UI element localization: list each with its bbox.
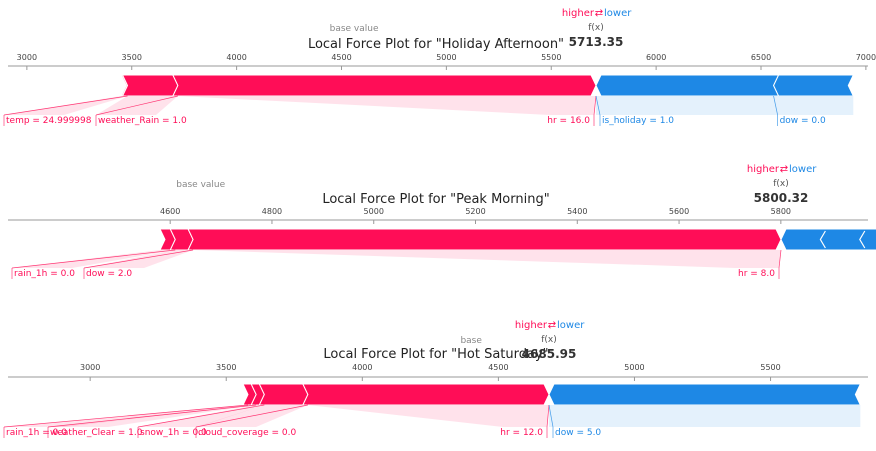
force-plot-2: Local Force Plot for "Peak Morning" 4600 4… [8,164,876,279]
legend-higher: higher [562,8,595,19]
tick-label: 5500 [760,363,780,372]
force-plot-1: Local Force Plot for "Holiday Afternoon"… [3,8,876,126]
base-value-label: base value [330,24,379,34]
negative-fan [773,96,854,115]
positive-segment [172,74,597,97]
negative-feature-label: is_holiday = 1.0 [602,116,674,126]
base-value-label: base [460,336,482,346]
label-leader-line [773,95,778,116]
positive-segment [302,383,550,406]
tick-label: 4500 [331,53,351,62]
tick-label: 3000 [80,363,100,372]
tick-label: 5800 [771,207,791,216]
positive-feature-label: weather_Rain = 1.0 [98,116,187,126]
higher-lower-legend: higher ⇄ lower [562,8,632,19]
positive-feature-label: hr = 12.0 [500,428,543,438]
tick-label: 5600 [669,207,689,216]
label-leader-line [593,95,597,116]
legend-lower: lower [789,164,817,175]
negative-feature-label: dow = 5.0 [555,428,601,438]
positive-fan [177,96,596,115]
tick-label: 4800 [262,207,282,216]
legend-arrows: ⇄ [548,320,556,331]
chart-title: Local Force Plot for "Hot Saturday" [323,347,548,362]
force-plot-3: Local Force Plot for "Hot Saturday" 3000 3… [3,320,868,438]
positive-feature-label: weather_Clear = 1.0 [50,428,143,438]
fx-value: 5800.32 [754,191,809,205]
positive-feature-label: snow_1h = 0.0 [140,428,207,438]
positive-fan [307,405,549,427]
label-leader-line [3,404,249,428]
label-leader-line [595,95,601,116]
negative-chevron [819,230,826,249]
base-value-label: base value [176,180,225,190]
tick-label: 5000 [364,207,384,216]
tick-label: 5000 [436,53,456,62]
positive-segment [187,228,782,251]
fx-label: f(x) [588,23,604,33]
negative-chevron [859,230,866,249]
negative-segment [780,228,876,251]
tick-label: 4500 [488,363,508,372]
negative-segment [548,383,862,406]
label-leader-line [11,249,176,269]
positive-feature-label: hr = 16.0 [547,116,590,126]
positive-segment [121,74,179,97]
tick-label: 4600 [160,207,180,216]
positive-feature-label: cloud_coverage = 0.0 [198,428,297,438]
tick-label: 4000 [226,53,246,62]
legend-higher: higher [747,164,780,175]
label-leader-line [546,404,550,428]
tick-label: 5500 [541,53,561,62]
label-leader-line [3,95,128,116]
fx-label: f(x) [541,335,557,345]
fx-value: 5713.35 [569,35,624,49]
tick-label: 3000 [17,53,37,62]
higher-lower-legend: higher ⇄ lower [747,164,817,175]
positive-feature-label: dow = 2.0 [86,269,132,279]
positive-feature-label: rain_1h = 0.0 [6,428,67,438]
tick-label: 6000 [646,53,666,62]
positive-feature-label: hr = 8.0 [738,269,775,279]
negative-segment [595,74,780,97]
legend-lower: lower [604,8,632,19]
positive-feature-label: rain_1h = 0.0 [14,269,75,279]
negative-fan [549,405,861,427]
tick-label: 5400 [567,207,587,216]
label-leader-line [83,249,194,269]
label-leader-line [195,404,308,428]
higher-lower-legend: higher ⇄ lower [515,320,585,331]
legend-arrows: ⇄ [595,8,603,19]
negative-segment [773,74,855,97]
label-leader-line [548,404,554,428]
tick-label: 5200 [465,207,485,216]
positive-fan [193,250,781,268]
tick-label: 7000 [856,53,876,62]
tick-label: 4000 [352,363,372,372]
fx-label: f(x) [773,179,789,189]
positive-feature-label: temp = 24.999998 [6,116,92,126]
negative-feature-label: dow = 0.0 [780,116,826,126]
negative-fan [596,96,774,115]
tick-label: 3500 [122,53,142,62]
label-leader-line [47,404,257,428]
tick-label: 3500 [216,363,236,372]
tick-label: 5000 [624,363,644,372]
positive-segment [258,383,309,406]
legend-lower: lower [557,320,585,331]
legend-higher: higher [515,320,548,331]
chart-title: Local Force Plot for "Peak Morning" [322,192,549,207]
fx-value: 4685.95 [522,347,577,361]
chart-title: Local Force Plot for "Holiday Afternoon" [308,37,564,52]
label-leader-line [778,249,782,269]
label-leader-line [137,404,265,428]
label-leader-line [95,95,178,116]
tick-label: 6500 [751,53,771,62]
legend-arrows: ⇄ [780,164,788,175]
